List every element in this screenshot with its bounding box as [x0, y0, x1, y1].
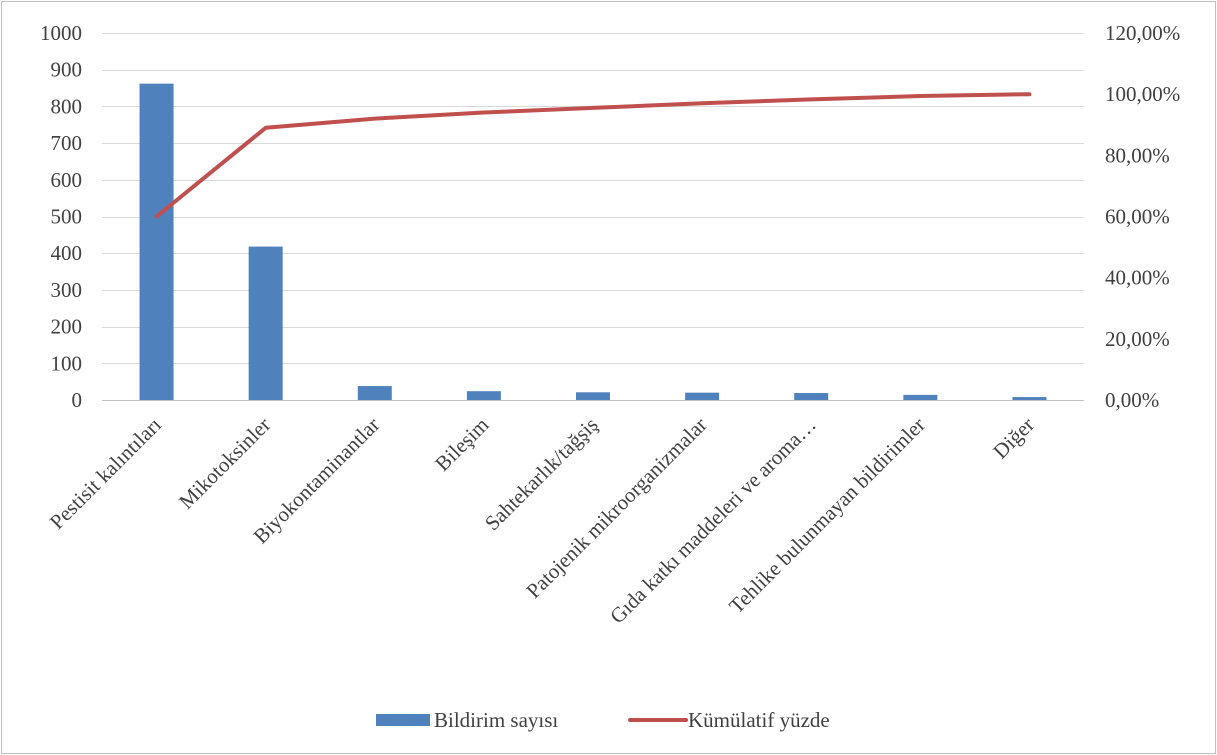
- left-axis-ticks: 0 100 200 300 400 500 600 700 800 900 1000: [40, 21, 82, 412]
- category-label: Diğer: [988, 413, 1039, 464]
- left-tick-label: 1000: [40, 21, 82, 45]
- category-label: Tehlike bulunmayan bildirimler: [724, 413, 930, 619]
- legend-bar-swatch: [376, 714, 430, 726]
- right-axis-ticks: 0,00% 20,00% 40,00% 60,00% 80,00% 100,00% 120,…: [1105, 21, 1180, 412]
- left-tick-label: 700: [51, 131, 83, 155]
- bar: [248, 246, 283, 400]
- category-axis-labels: Pestisit kalıntıları MikotoksinlerBiyokon…: [45, 412, 1039, 628]
- left-tick-label: 800: [51, 94, 83, 118]
- bar: [576, 392, 610, 400]
- category-label: Mikotoksinler: [174, 413, 275, 514]
- cumulative-line: [154, 92, 1032, 219]
- legend: Bildirim sayısı Kümülatif yüzde: [376, 708, 830, 732]
- left-tick-label: 200: [51, 315, 83, 339]
- category-label: Pestisit kalıntıları: [45, 412, 166, 533]
- left-tick-label: 500: [51, 205, 83, 229]
- bar: [903, 394, 938, 400]
- right-tick-label: 20,00%: [1105, 327, 1170, 351]
- left-tick-label: 100: [51, 351, 83, 375]
- left-tick-label: 300: [51, 278, 83, 302]
- legend-label: Bildirim sayısı: [434, 708, 558, 732]
- line-series: [154, 92, 1032, 219]
- left-tick-label: 0: [72, 388, 83, 412]
- bar: [1012, 397, 1047, 400]
- category-label: Gıda katkı maddeleri ve aroma…: [605, 413, 821, 629]
- right-tick-label: 0,00%: [1105, 388, 1159, 412]
- category-label: Bileşim: [430, 413, 493, 476]
- bar: [794, 393, 829, 400]
- right-tick-label: 80,00%: [1105, 143, 1170, 167]
- bar: [466, 391, 501, 400]
- left-tick-label: 600: [51, 168, 83, 192]
- right-tick-label: 60,00%: [1105, 205, 1170, 229]
- bar: [139, 83, 174, 401]
- bar: [357, 386, 392, 400]
- legend-label: Kümülatif yüzde: [688, 708, 830, 732]
- bar: [685, 392, 720, 400]
- right-tick-label: 120,00%: [1105, 21, 1180, 45]
- bar-series: [139, 83, 1047, 401]
- category-label: Sahtekarlık/tağşiş: [480, 413, 603, 536]
- right-tick-label: 40,00%: [1105, 266, 1170, 290]
- category-label: Patojenik mikroorganizmalar: [521, 413, 711, 603]
- left-tick-label: 400: [51, 241, 83, 265]
- left-tick-label: 900: [51, 58, 83, 82]
- right-tick-label: 100,00%: [1105, 82, 1180, 106]
